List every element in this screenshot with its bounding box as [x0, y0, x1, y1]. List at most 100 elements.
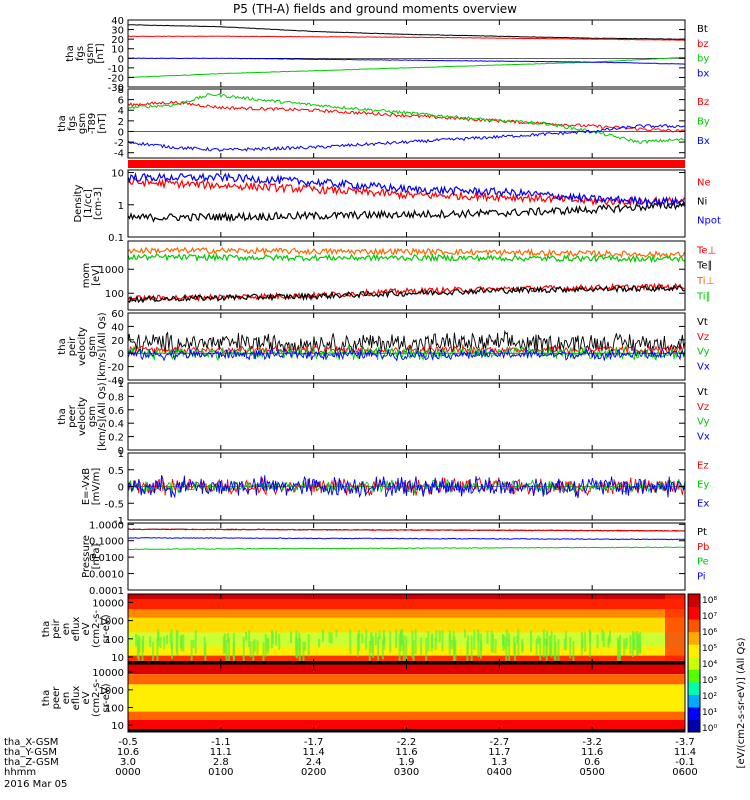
- ytick-label: 6: [118, 96, 124, 107]
- spectrogram-streak: [383, 636, 386, 650]
- ytick-label: -4: [114, 149, 124, 160]
- legend-By: By: [697, 116, 710, 127]
- panel-pressure: Pressure [nPa]: [81, 522, 686, 591]
- panel-peir_vel: tha peir velocity gsm [km/s](All Qs): [57, 312, 686, 381]
- series-Bz: [127, 100, 685, 133]
- spectrogram-streak: [377, 636, 380, 661]
- legend-Pe: Pe: [697, 557, 709, 568]
- svg-text:eflux: eflux: [71, 686, 82, 711]
- legend-Ex: Ex: [697, 499, 709, 510]
- spectrogram-band: [128, 617, 685, 633]
- panel-peer_en: tha peer en eflux eV (cm2-s-sr-eV): [41, 663, 686, 733]
- spectrogram-peir_en: [128, 594, 685, 670]
- spectrogram-streak: [203, 636, 206, 655]
- colorbar-tick: 10²: [702, 692, 717, 702]
- xaxis-value: 0600: [672, 767, 697, 778]
- panel-peer_vel: tha peer velocity gsm [km/s](All Qs): [57, 382, 686, 451]
- xaxis-row-name: hhmm: [4, 767, 36, 778]
- panel-fgs: tha fgs gsm [nT]: [65, 19, 686, 88]
- series-line: [127, 282, 685, 303]
- spectrogram-streak: [358, 629, 361, 638]
- ytick-label: 0.8: [108, 392, 124, 403]
- ytick-label: 1: [118, 201, 124, 212]
- ytick-label: 10000: [92, 668, 124, 679]
- spectrogram-streak: [228, 637, 231, 663]
- ytick-label: 40: [111, 322, 124, 333]
- xaxis-value: 0400: [487, 767, 512, 778]
- spectrogram-streak: [157, 632, 160, 647]
- panel-frame: [127, 382, 686, 451]
- legend-bx: bx: [697, 69, 709, 80]
- ylabel-peer_en: tha peer en eflux eV (cm2-s-sr-eV): [41, 679, 112, 717]
- series-Ti∥: [127, 252, 685, 264]
- ylabel-peir_en: tha peir en eflux eV (cm2-s-sr-eV): [41, 610, 112, 648]
- spectrogram-streak: [262, 642, 265, 662]
- spectrogram-streak: [548, 635, 551, 656]
- svg-text:[nT]: [nT]: [97, 113, 108, 133]
- spectrogram-streak: [539, 637, 542, 661]
- spectrogram-band: [128, 719, 685, 732]
- spectrogram-streak: [414, 629, 417, 654]
- spectrogram-streak: [389, 631, 392, 653]
- series-Pe: [127, 546, 685, 551]
- svg-text:fgs: fgs: [67, 116, 78, 131]
- colorbar-tick: 10⁴: [702, 660, 717, 670]
- spectrogram-streak: [473, 629, 476, 650]
- ytick-label: 2: [118, 117, 124, 128]
- svg-text:Density: Density: [73, 184, 84, 222]
- ytick-label: 0: [118, 127, 124, 138]
- colorbar: [687, 593, 701, 733]
- spectrogram-streak: [278, 633, 281, 650]
- spectrogram-streak: [163, 636, 166, 650]
- ytick-label: 1000: [99, 265, 124, 276]
- spectrogram-streak: [589, 629, 592, 657]
- spectrogram-streak: [435, 630, 438, 641]
- spectrogram-streak: [249, 641, 252, 658]
- svg-text:[cm-3]: [cm-3]: [93, 187, 104, 220]
- ytick-label: 100: [105, 289, 124, 300]
- ytick-label: -0.5: [104, 499, 124, 510]
- spectrogram-streak: [165, 635, 168, 645]
- ytick-label: 10000: [92, 598, 124, 609]
- legend-Pt: Pt: [697, 527, 707, 538]
- svg-text:gsm: gsm: [77, 113, 88, 134]
- svg-text:[eV]: [eV]: [91, 265, 102, 286]
- svg-text:mom: mom: [81, 263, 92, 289]
- spectrogram-streak: [434, 638, 437, 650]
- spectrogram-band: [128, 711, 685, 720]
- series-line: [127, 546, 685, 551]
- colorbar-tick: 10¹: [702, 708, 717, 718]
- panel-peir_en: tha peir en eflux eV (cm2-s-sr-eV): [41, 593, 686, 670]
- ytick-label: 40: [111, 16, 124, 27]
- xaxis-value: -2.7: [490, 737, 510, 748]
- spectrogram-streak: [318, 638, 321, 648]
- legend-Ez: Ez: [697, 460, 709, 471]
- xaxis-row-name: tha_Y-GSM: [4, 747, 57, 758]
- spectrogram-streak: [602, 632, 605, 648]
- ytick-label: -1: [114, 516, 124, 527]
- series-line: [127, 284, 685, 304]
- series-line: [127, 171, 686, 207]
- ylabel-fgs_dt: tha fgs gsm -T89 [nT]: [57, 113, 108, 135]
- spectrogram-streak: [289, 631, 292, 644]
- series-line: [127, 24, 685, 40]
- svg-text:eV: eV: [81, 691, 92, 704]
- ytick-label: 10: [111, 721, 124, 732]
- spectrogram-streak: [321, 629, 324, 642]
- series-bz: [127, 35, 685, 41]
- ytick-label: 60: [111, 309, 124, 320]
- spectrogram-streak: [486, 631, 489, 644]
- xaxis-row-name: tha_X-GSM: [4, 737, 58, 748]
- spectrogram-streak: [490, 630, 493, 653]
- xaxis-value: 10.6: [117, 747, 139, 758]
- spectrogram-streak: [450, 640, 453, 650]
- spectrogram-streak: [226, 632, 229, 643]
- spectrogram-streak: [330, 632, 333, 644]
- xaxis-value: 0000: [115, 767, 140, 778]
- svg-text:sr-eV): sr-eV): [101, 683, 112, 712]
- xaxis-value: 11.1: [210, 747, 232, 758]
- spectrogram-streak: [557, 639, 560, 665]
- spectrogram-streak: [296, 639, 299, 659]
- ylabel-fgs: tha fgs gsm [nT]: [65, 43, 106, 64]
